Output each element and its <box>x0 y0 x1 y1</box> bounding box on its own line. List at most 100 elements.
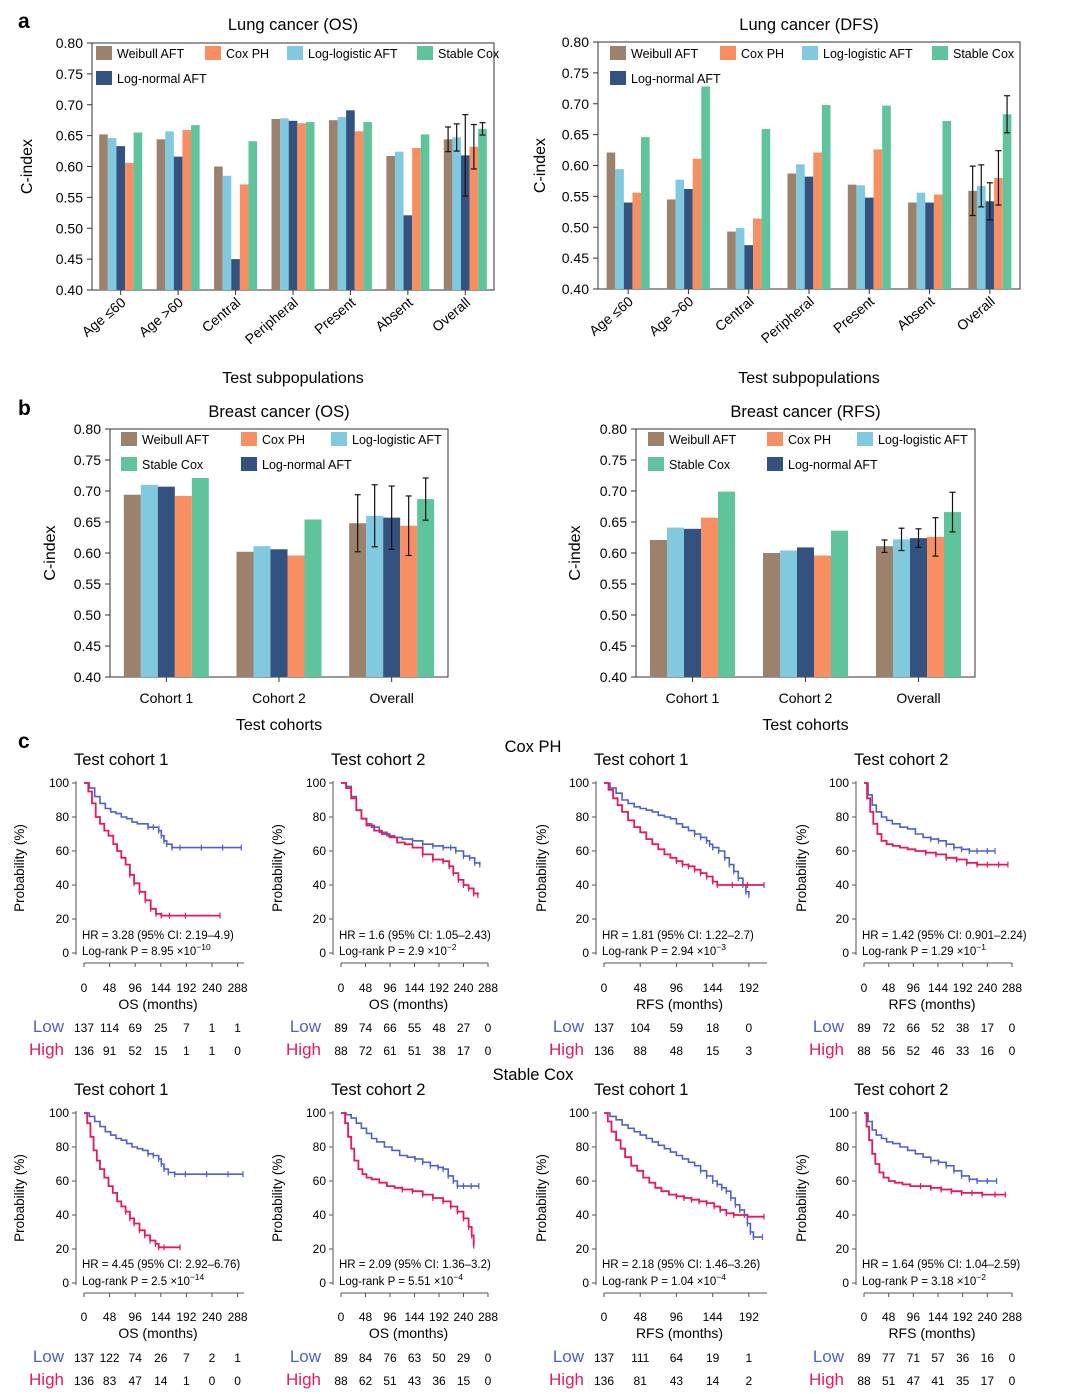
legend-swatch <box>767 457 783 471</box>
risk-count-low: 1 <box>746 1351 753 1365</box>
bar <box>864 197 874 289</box>
bar <box>140 484 158 677</box>
x-tick-label: 96 <box>670 981 684 995</box>
risk-count-low: 89 <box>857 1021 871 1035</box>
y-axis-label: Probability (%) <box>12 1154 27 1242</box>
x-tick-label: 192 <box>953 981 973 995</box>
bar <box>107 138 117 290</box>
hazard-ratio: HR = 1.6 (95% CI: 1.05–2.43) <box>339 930 491 942</box>
y-tick-label: 60 <box>836 844 850 858</box>
bar <box>701 517 718 677</box>
y-tick-label: 0.80 <box>562 34 589 50</box>
bar <box>478 128 487 290</box>
x-tick-label: 0 <box>338 1310 345 1324</box>
x-axis-label: Test subpopulations <box>222 370 363 387</box>
bar <box>927 536 944 677</box>
low-risk-curve <box>341 1112 479 1187</box>
risk-count-high: 88 <box>634 1044 648 1058</box>
bar <box>942 121 952 289</box>
x-tick-label: Central <box>712 293 757 334</box>
risk-label-high: High <box>809 1370 844 1389</box>
y-tick-label: 60 <box>836 1174 850 1188</box>
section-title-cox: Cox PH <box>505 738 562 756</box>
bar <box>753 218 762 289</box>
risk-label-low: Low <box>553 1017 585 1036</box>
y-tick-label: 60 <box>576 844 590 858</box>
legend-entry: Log-logistic AFT <box>878 433 968 447</box>
bar-chart-1: Lung cancer (OS) Test subpopulations C-ind… <box>19 16 500 387</box>
x-tick-label: 240 <box>977 981 997 995</box>
bar <box>623 202 633 289</box>
x-tick-label: 0 <box>601 981 608 995</box>
risk-count-high: 136 <box>74 1044 94 1058</box>
risk-count-low: 55 <box>408 1021 422 1035</box>
legend-swatch <box>767 432 783 446</box>
x-tick-label: Cohort 2 <box>252 690 306 706</box>
low-risk-curve <box>604 1112 763 1238</box>
y-tick-label: 0.70 <box>562 96 589 112</box>
x-tick-label: Cohort 1 <box>666 690 720 706</box>
km-title: Test cohort 2 <box>331 1081 425 1099</box>
risk-count-high: 88 <box>334 1044 348 1058</box>
bar <box>797 547 814 677</box>
x-tick-label: 240 <box>453 981 473 995</box>
legend-entry: Cox PH <box>262 433 305 447</box>
x-tick-label: Peripheral <box>242 294 301 347</box>
bar-chart-3: Breast cancer (OS) Test cohorts C-index 0.4… <box>42 403 449 734</box>
high-risk-curve <box>84 1112 180 1249</box>
x-tick-label: 0 <box>81 981 88 995</box>
bar <box>831 530 848 677</box>
bar <box>744 245 754 289</box>
risk-count-low: 74 <box>129 1351 143 1365</box>
x-tick-label: 48 <box>359 981 373 995</box>
legend-swatch <box>241 432 257 446</box>
x-tick-label: Age >60 <box>646 293 697 339</box>
y-tick-label: 0.65 <box>562 127 589 143</box>
risk-count-high: 51 <box>383 1374 397 1388</box>
bar <box>125 162 134 290</box>
x-tick-label: 288 <box>478 1310 498 1324</box>
bar <box>174 495 192 677</box>
x-tick-label: 240 <box>977 1310 997 1324</box>
bar <box>354 131 364 290</box>
bar <box>157 486 175 677</box>
x-tick-label: 96 <box>907 1310 921 1324</box>
x-tick-label: Absent <box>894 293 938 333</box>
risk-count-low: 29 <box>457 1351 471 1365</box>
hazard-ratio: HR = 1.42 (95% CI: 0.901–2.24) <box>862 930 1027 942</box>
risk-count-low: 122 <box>100 1351 120 1365</box>
bar <box>684 528 701 677</box>
risk-count-low: 77 <box>882 1351 896 1365</box>
x-axis-label: RFS (months) <box>888 996 975 1012</box>
x-tick-label: 0 <box>861 981 868 995</box>
risk-count-high: 0 <box>1009 1374 1016 1388</box>
risk-count-high: 17 <box>457 1044 471 1058</box>
x-tick-label: Present <box>311 294 358 337</box>
km-plot-6: 0 20 40 60 80 100 Probability (%) 0 48 96 144 192 24… <box>270 1081 498 1389</box>
km-title: Test cohort 2 <box>854 751 948 769</box>
y-tick-label: 0.50 <box>562 219 589 235</box>
risk-count-high: 14 <box>154 1374 168 1388</box>
bar <box>304 519 322 677</box>
risk-count-low: 25 <box>154 1021 168 1035</box>
bar <box>116 146 126 290</box>
risk-count-low: 2 <box>209 1351 216 1365</box>
km-plot-2: 0 20 40 60 80 100 Probability (%) 0 48 96 144 192 24… <box>270 751 498 1059</box>
bar <box>933 194 943 289</box>
y-tick-label: 40 <box>313 878 327 892</box>
risk-count-high: 61 <box>383 1044 397 1058</box>
y-tick-label: 0.60 <box>562 158 589 174</box>
legend-swatch <box>121 432 137 446</box>
bar <box>606 152 616 289</box>
risk-label-high: High <box>29 1040 64 1059</box>
y-tick-label: 80 <box>576 810 590 824</box>
x-tick-label: 48 <box>103 981 117 995</box>
risk-count-low: 104 <box>630 1021 650 1035</box>
logrank-exponent: −3 <box>716 942 726 952</box>
logrank-exponent: −1 <box>976 942 986 952</box>
risk-count-high: 136 <box>594 1374 614 1388</box>
risk-count-low: 59 <box>670 1021 684 1035</box>
risk-count-high: 81 <box>634 1374 648 1388</box>
